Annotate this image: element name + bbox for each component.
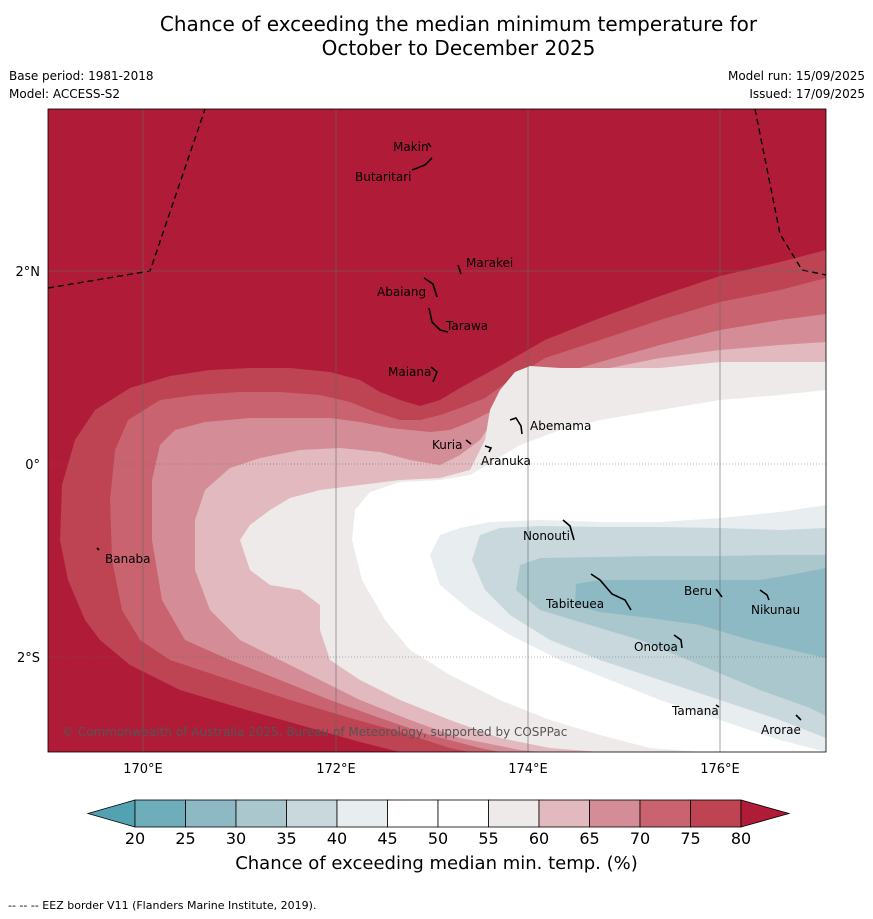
map-title: Chance of exceeding the median minimum t…	[0, 12, 873, 60]
colorbar-swatch	[488, 799, 540, 828]
place-nonouti: Nonouti	[523, 529, 570, 543]
colorbar-swatch	[185, 799, 237, 828]
probability-contours	[48, 109, 826, 752]
model-run: Model run: 15/09/2025	[727, 69, 865, 83]
island-outlines	[96, 142, 802, 721]
place-beru: Beru	[684, 584, 712, 598]
base-period: Base period: 1981-2018	[9, 69, 154, 83]
place-tamana: Tamana	[671, 704, 719, 718]
lat-tick: 2°N	[16, 265, 41, 280]
colorbar-tick-label: 25	[175, 829, 195, 848]
colorbar-legend	[86, 799, 791, 828]
lon-axis: 170°E 172°E 174°E 176°E	[123, 762, 740, 777]
colorbar-extend-low	[86, 799, 136, 828]
title-line-2: October to December 2025	[321, 36, 596, 60]
meta-right: Model run: 15/09/2025 Issued: 17/09/2025	[728, 67, 865, 103]
place-maiana: Maiana	[388, 365, 431, 379]
colorbar-tick-label: 20	[125, 829, 145, 848]
place-kuria: Kuria	[432, 438, 463, 452]
colorbar-tick-label: 80	[731, 829, 751, 848]
lon-tick: 172°E	[316, 762, 356, 777]
lat-axis: 2°N 0° 2°S	[16, 265, 41, 666]
issued-date: Issued: 17/09/2025	[749, 87, 865, 101]
lon-tick: 176°E	[700, 762, 740, 777]
lon-tick: 170°E	[123, 762, 163, 777]
lat-tick: 2°S	[17, 651, 40, 666]
band-25-30	[575, 568, 826, 658]
lon-tick: 174°E	[508, 762, 548, 777]
colorbar-ticks: 20 25 30 35 40 45 50 55 60 65 70 75 80	[125, 829, 751, 848]
colorbar-tick-label: 65	[579, 829, 599, 848]
model-name: Model: ACCESS-S2	[9, 87, 121, 101]
colorbar-swatch	[134, 799, 186, 828]
colorbar-label: Chance of exceeding median min. temp. (%…	[235, 853, 638, 874]
colorbar-tick-label: 70	[630, 829, 650, 848]
colorbar-tick-label: 35	[276, 829, 296, 848]
colorbar-swatch	[387, 799, 439, 828]
graticule	[48, 109, 826, 752]
colorbar-extend-high	[740, 799, 791, 828]
place-onotoa: Onotoa	[634, 640, 678, 654]
colorbar-swatch	[639, 799, 691, 828]
place-nikunau: Nikunau	[751, 603, 800, 617]
lat-tick: 0°	[25, 458, 40, 473]
colorbar-tick-label: 75	[680, 829, 700, 848]
place-tabiteuea: Tabiteuea	[545, 597, 604, 611]
place-banaba: Banaba	[105, 552, 151, 566]
colorbar-swatch	[235, 799, 287, 828]
copyright-notice: © Commonwealth of Australia 2025, Bureau…	[62, 725, 567, 739]
colorbar-swatch	[589, 799, 641, 828]
colorbar-tick-label: 60	[529, 829, 549, 848]
place-tarawa: Tarawa	[445, 319, 488, 333]
colorbar-swatch	[437, 799, 489, 828]
colorbar-swatch	[538, 799, 590, 828]
colorbar-swatch	[690, 799, 742, 828]
colorbar-tick-label: 50	[428, 829, 448, 848]
colorbar-tick-label: 40	[327, 829, 347, 848]
place-marakei: Marakei	[466, 256, 513, 270]
place-aranuka: Aranuka	[481, 454, 531, 468]
map-frame	[47, 108, 827, 753]
place-butaritari: Butaritari	[355, 170, 412, 184]
title-line-1: Chance of exceeding the median minimum t…	[159, 12, 758, 36]
colorbar-swatch	[336, 799, 388, 828]
colorbar-swatch	[286, 799, 338, 828]
eez-footnote: -- -- -- EEZ border V11 (Flanders Marine…	[8, 899, 317, 912]
place-abaiang: Abaiang	[377, 285, 426, 299]
colorbar-tick-label: 45	[377, 829, 397, 848]
place-makin: Makin	[393, 140, 429, 154]
place-abemama: Abemama	[530, 419, 591, 433]
colorbar-tick-label: 30	[226, 829, 246, 848]
meta-left: Base period: 1981-2018 Model: ACCESS-S2	[9, 67, 154, 103]
place-arorae: Arorae	[761, 723, 801, 737]
colorbar-tick-label: 55	[478, 829, 498, 848]
place-labels: Makin Butaritari Marakei Abaiang Tarawa …	[105, 140, 801, 737]
